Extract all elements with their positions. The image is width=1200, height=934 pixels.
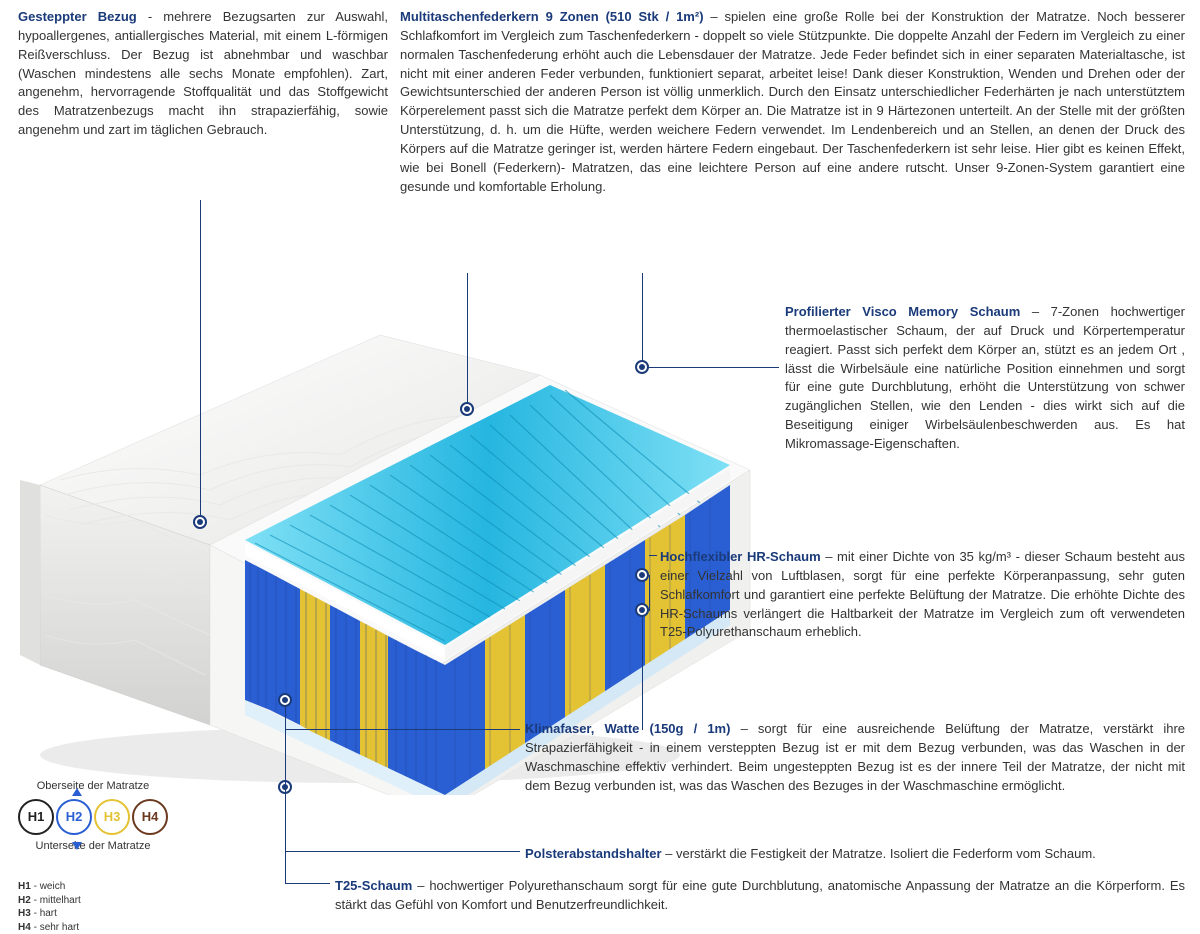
connector-line — [649, 555, 657, 556]
title-spacer: Polsterabstandshalter — [525, 846, 662, 861]
connector-line — [642, 617, 643, 730]
text-visco: – 7-Zonen hochwertiger thermoelastischer… — [785, 304, 1185, 451]
paragraph-spacer: Polsterabstandshalter – verstärkt die Fe… — [525, 845, 1185, 864]
title-t25: T25-Schaum — [335, 878, 412, 893]
connector-line — [642, 273, 643, 361]
title-visco: Profilierter Visco Memory Schaum — [785, 304, 1020, 319]
callout-dot — [193, 515, 207, 529]
paragraph-klimafaser: Klimafaser, Watte (150g / 1m) – sorgt fü… — [525, 720, 1185, 795]
legend-row: H4 - sehr hart — [18, 921, 81, 934]
paragraph-visco: Profilierter Visco Memory Schaum – 7-Zon… — [785, 303, 1185, 454]
legend-row: H2 - mittelhart — [18, 894, 81, 908]
connector-line — [200, 200, 201, 516]
hardness-h3: H3 — [94, 799, 130, 835]
hardness-arrows-icon — [57, 788, 97, 850]
hardness-legend: H1 - weich H2 - mittelhart H3 - hart H4 … — [18, 880, 81, 934]
connector-line — [285, 883, 330, 884]
text-cover: - mehrere Bezugsarten zur Auswahl, hypoa… — [18, 9, 388, 137]
legend-row: H3 - hart — [18, 907, 81, 921]
paragraph-t25: T25-Schaum – hochwertiger Polyurethansch… — [335, 877, 1185, 915]
callout-dot — [635, 603, 649, 617]
hardness-h4: H4 — [132, 799, 168, 835]
hardness-h1: H1 — [18, 799, 54, 835]
legend-row: H1 - weich — [18, 880, 81, 894]
title-klimafaser: Klimafaser, Watte (150g / 1m) — [525, 721, 730, 736]
connector-line — [649, 367, 779, 368]
paragraph-springs: Multitaschenfederkern 9 Zonen (510 Stk /… — [400, 8, 1185, 196]
connector-line — [285, 794, 286, 884]
text-spacer: – verstärkt die Festigkeit der Matratze.… — [662, 846, 1096, 861]
connector-line — [649, 575, 650, 611]
title-hr-foam: Hochflexibler HR-Schaum — [660, 549, 821, 564]
text-t25: – hochwertiger Polyurethanschaum sorgt f… — [335, 878, 1185, 912]
callout-dot — [635, 568, 649, 582]
callout-dot — [635, 360, 649, 374]
connector-line — [467, 273, 468, 403]
callout-dot — [460, 402, 474, 416]
connector-line — [285, 851, 520, 852]
callout-dot — [278, 693, 292, 707]
text-springs: – spielen eine große Rolle bei der Konst… — [400, 9, 1185, 194]
title-cover: Gesteppter Bezug — [18, 9, 137, 24]
connector-line — [285, 729, 520, 730]
paragraph-hr-foam: Hochflexibler HR-Schaum – mit einer Dich… — [660, 548, 1185, 642]
title-springs: Multitaschenfederkern 9 Zonen (510 Stk /… — [400, 9, 704, 24]
paragraph-cover: Gesteppter Bezug - mehrere Bezugsarten z… — [18, 8, 388, 140]
